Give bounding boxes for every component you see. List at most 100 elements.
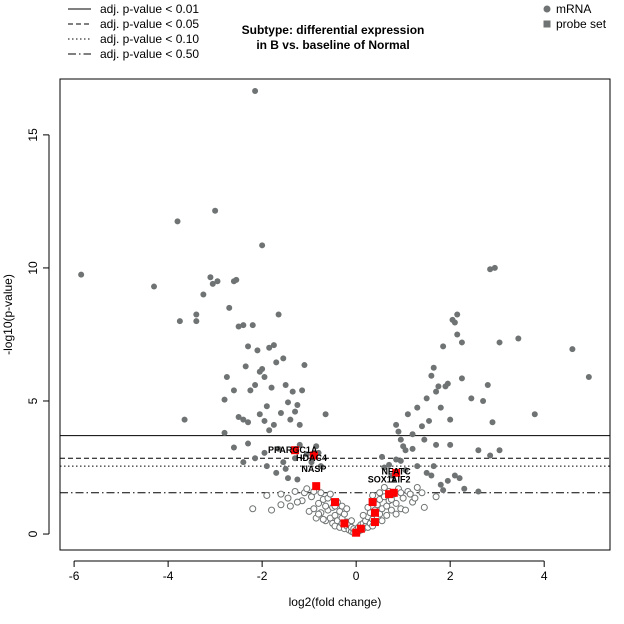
data-point-open <box>326 490 334 498</box>
data-point-filled <box>496 339 503 346</box>
data-point-highlight <box>309 451 318 460</box>
data-point-highlight <box>352 528 361 537</box>
data-point-filled <box>284 475 291 482</box>
data-point-filled <box>395 428 402 435</box>
data-point-filled <box>292 455 299 462</box>
data-point-open <box>418 489 426 497</box>
data-point-filled <box>409 445 416 452</box>
y-tick-label: 10 <box>26 261 40 275</box>
y-axis-label: -log10(p-value) <box>1 274 15 355</box>
data-point-open <box>392 510 400 518</box>
data-point-filled <box>207 274 214 281</box>
y-tick-label: 0 <box>26 530 40 537</box>
data-point-filled <box>270 421 277 428</box>
data-point-filled <box>409 431 416 438</box>
data-point-filled <box>78 271 85 278</box>
data-point-filled <box>214 278 221 285</box>
data-point-highlight <box>392 468 401 477</box>
data-point-filled <box>294 401 301 408</box>
data-point-filled <box>414 404 421 411</box>
y-tick-label: 5 <box>26 397 40 404</box>
data-point-open <box>402 506 410 514</box>
data-point-filled <box>433 388 440 395</box>
data-point-filled <box>531 411 538 418</box>
data-point-open <box>293 498 301 506</box>
x-tick-label: -6 <box>69 569 80 583</box>
data-point-open <box>359 511 367 519</box>
data-point-open <box>277 501 285 509</box>
data-point-filled <box>277 409 284 416</box>
data-point-highlight <box>312 482 321 491</box>
data-point-filled <box>487 266 494 273</box>
data-point-filled <box>308 459 315 466</box>
gene-annotation: NFATC <box>381 467 411 477</box>
data-point-filled <box>266 344 273 351</box>
data-point-filled <box>404 411 411 418</box>
data-point-filled <box>221 429 228 436</box>
gene-annotation: HDAC4 <box>296 453 327 463</box>
chart-title-line: Subtype: differential expression <box>242 23 425 37</box>
data-point-open <box>432 493 440 501</box>
data-point-filled <box>261 374 268 381</box>
data-point-filled <box>259 242 266 249</box>
data-point-open <box>322 502 330 510</box>
data-point-filled <box>266 427 273 434</box>
x-tick-label: -4 <box>163 569 174 583</box>
chart-title-line: in B vs. baseline of Normal <box>256 38 409 52</box>
data-point-highlight <box>370 518 379 527</box>
data-point-filled <box>458 339 465 346</box>
data-point-open <box>397 489 405 497</box>
data-point-filled <box>209 280 216 287</box>
data-point-filled <box>193 318 200 325</box>
data-point-open <box>369 491 377 499</box>
data-point-highlight <box>340 519 349 528</box>
data-point-filled <box>421 436 428 443</box>
data-point-filled <box>440 343 447 350</box>
data-point-open <box>378 517 386 525</box>
data-point-open <box>420 503 428 511</box>
data-point-filled <box>418 423 425 430</box>
data-point-filled <box>245 343 252 350</box>
x-tick-label: -2 <box>257 569 268 583</box>
data-point-filled <box>475 447 482 454</box>
data-point-filled <box>240 322 247 329</box>
data-point-filled <box>489 419 496 426</box>
data-point-open <box>343 505 351 513</box>
data-point-open <box>315 499 323 507</box>
data-point-filled <box>487 452 494 459</box>
data-point-open <box>406 490 414 498</box>
gene-annotation: SOX11 <box>368 474 397 484</box>
data-point-filled <box>301 362 308 369</box>
data-point-open <box>413 483 421 491</box>
data-point-filled <box>254 347 261 354</box>
data-point-filled <box>468 395 475 402</box>
data-point-filled <box>414 463 421 470</box>
data-point-filled <box>454 311 461 318</box>
data-point-filled <box>259 366 266 373</box>
data-point-open <box>376 489 384 497</box>
data-point-filled <box>430 364 437 371</box>
data-point-filled <box>317 463 324 470</box>
x-axis-label: log2(fold change) <box>289 595 382 609</box>
gene-annotation: PPARGC1A <box>268 445 318 455</box>
data-point-highlight <box>291 446 300 455</box>
data-point-filled <box>212 207 219 214</box>
data-point-filled <box>240 459 247 466</box>
data-point-filled <box>423 395 430 402</box>
data-point-filled <box>515 335 522 342</box>
data-point-filled <box>480 397 487 404</box>
data-point-filled <box>484 382 491 389</box>
data-point-open <box>383 511 391 519</box>
data-point-filled <box>313 443 320 450</box>
data-point-highlight <box>368 498 377 507</box>
data-point-filled <box>233 276 240 283</box>
data-point-filled <box>451 472 458 479</box>
data-point-filled <box>475 488 482 495</box>
data-point-filled <box>379 453 386 460</box>
data-point-highlight <box>385 490 394 499</box>
data-point-filled <box>282 465 289 472</box>
gene-annotation: NASP <box>301 464 326 474</box>
data-point-filled <box>252 382 259 389</box>
legend-shape-label: probe set <box>556 17 607 31</box>
